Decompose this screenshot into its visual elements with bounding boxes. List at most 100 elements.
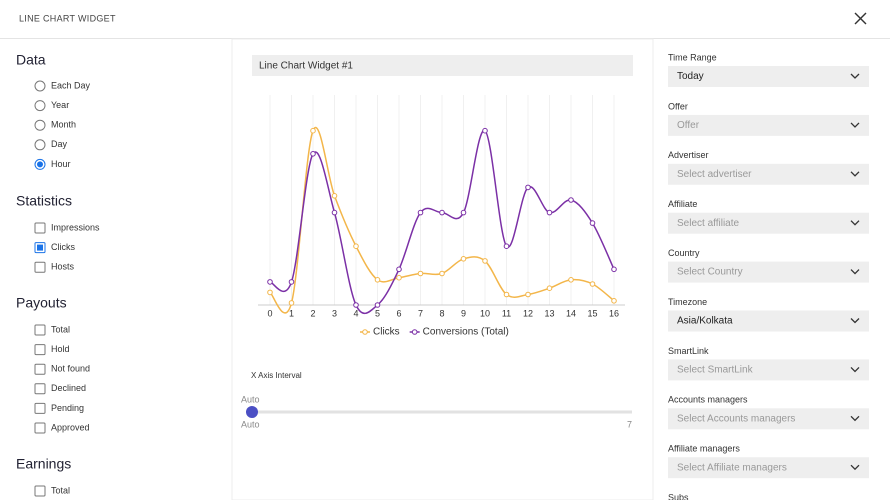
dropdown-chevron xyxy=(850,122,860,128)
close-button[interactable] xyxy=(854,12,867,25)
filter-label: Advertiser xyxy=(668,150,709,160)
interval-label: X Axis Interval xyxy=(251,371,302,380)
x-tick-label: 15 xyxy=(587,308,597,318)
data-point xyxy=(589,220,596,226)
x-tick-label: 14 xyxy=(566,308,576,318)
option-label: Month xyxy=(51,120,76,130)
dropdown-text: Today xyxy=(677,71,704,82)
dropdown[interactable] xyxy=(668,261,869,283)
data-point xyxy=(525,184,531,191)
dropdown-chevron xyxy=(850,220,860,226)
data-point xyxy=(439,270,445,277)
data-point xyxy=(374,277,381,283)
slider-max: 7 xyxy=(627,419,632,429)
checkbox[interactable] xyxy=(34,324,46,336)
data-point xyxy=(546,285,553,292)
option-label: Hour xyxy=(51,159,71,169)
data-point xyxy=(589,281,596,287)
checkbox[interactable] xyxy=(34,222,46,234)
checkbox[interactable] xyxy=(34,383,46,395)
option-label: Hosts xyxy=(51,262,75,272)
data-point xyxy=(482,258,488,264)
data-point xyxy=(611,298,617,304)
x-tick-label: 7 xyxy=(418,308,423,318)
data-point xyxy=(331,193,338,199)
dropdown-chevron xyxy=(850,464,860,471)
filter-label: Affiliate managers xyxy=(668,444,740,454)
radio-dot xyxy=(37,161,43,168)
data-point xyxy=(439,209,445,216)
filter-label: Accounts managers xyxy=(668,395,748,405)
section-title: Data xyxy=(16,52,46,68)
legend-label[interactable]: Conversions (Total) xyxy=(423,327,509,338)
filter-label: Country xyxy=(668,248,700,258)
dropdown[interactable] xyxy=(668,163,869,185)
checkbox[interactable] xyxy=(34,363,46,375)
dropdown[interactable] xyxy=(668,114,869,136)
dropdown[interactable] xyxy=(668,66,869,87)
radio-button[interactable] xyxy=(34,100,46,112)
x-tick-label: 8 xyxy=(439,308,444,318)
widget-name: Line Chart Widget #1 xyxy=(259,61,353,72)
x-tick-label: 0 xyxy=(267,308,272,318)
x-tick-label: 10 xyxy=(480,308,490,318)
legend-marker xyxy=(411,329,418,335)
option-label: Hold xyxy=(51,344,70,354)
filter-label: Affiliate xyxy=(668,199,697,209)
radio-button[interactable] xyxy=(34,139,46,151)
x-tick-label: 6 xyxy=(396,308,401,318)
option-label: Year xyxy=(51,100,69,110)
checkbox[interactable] xyxy=(34,261,46,273)
legend-marker xyxy=(362,329,368,335)
option-label: Impressions xyxy=(51,222,100,232)
option-label: Day xyxy=(51,139,68,149)
data-point xyxy=(568,277,574,283)
dropdown-text: Select SmartLink xyxy=(677,365,754,376)
x-tick-label: 12 xyxy=(523,308,533,318)
dropdown[interactable] xyxy=(668,359,869,381)
radio-button[interactable] xyxy=(34,119,46,131)
x-tick-label: 13 xyxy=(544,308,554,318)
dropdown-text: Select affiliate xyxy=(677,218,740,229)
dropdown-text: Select Affiliate managers xyxy=(677,462,787,473)
data-point xyxy=(503,243,510,249)
data-point xyxy=(568,197,574,203)
slider-knob[interactable] xyxy=(246,406,258,418)
checkbox[interactable] xyxy=(34,485,46,497)
dropdown-text: Select Country xyxy=(677,267,743,278)
legend-label[interactable]: Clicks xyxy=(373,327,400,338)
x-tick-label: 4 xyxy=(353,308,358,318)
dropdown-chevron xyxy=(850,366,860,373)
dialog-title: LINE CHART WIDGET xyxy=(19,13,116,23)
data-point xyxy=(482,127,488,134)
filter-label: Timezone xyxy=(668,297,707,307)
widget-name-field[interactable] xyxy=(252,55,633,76)
checkbox[interactable] xyxy=(34,422,46,434)
dropdown[interactable] xyxy=(668,310,869,332)
slider-value: Auto xyxy=(241,394,260,404)
data-point xyxy=(525,291,531,298)
data-point xyxy=(460,256,467,262)
option-label: Total xyxy=(51,324,70,334)
dropdown[interactable] xyxy=(668,408,869,430)
filter-label: SmartLink xyxy=(668,346,709,356)
dropdown-text: Select Accounts managers xyxy=(677,413,795,424)
data-point xyxy=(288,300,295,306)
x-tick-label: 11 xyxy=(502,308,511,318)
option-label: Declined xyxy=(51,383,86,393)
x-tick-label: 1 xyxy=(289,308,294,318)
checkbox[interactable] xyxy=(34,402,46,414)
radio-button[interactable] xyxy=(34,80,46,92)
data-point xyxy=(267,279,273,285)
checkbox[interactable] xyxy=(34,344,46,356)
dropdown-text: Select advertiser xyxy=(677,169,752,180)
data-point xyxy=(353,302,359,308)
x-tick-label: 2 xyxy=(310,308,315,318)
dropdown[interactable] xyxy=(668,457,869,479)
filter-label: Offer xyxy=(668,101,688,111)
dropdown[interactable] xyxy=(668,212,869,234)
x-tick-label: 3 xyxy=(332,308,337,318)
filter-label: Time Range xyxy=(668,52,717,62)
dropdown-text: Offer xyxy=(677,120,700,131)
